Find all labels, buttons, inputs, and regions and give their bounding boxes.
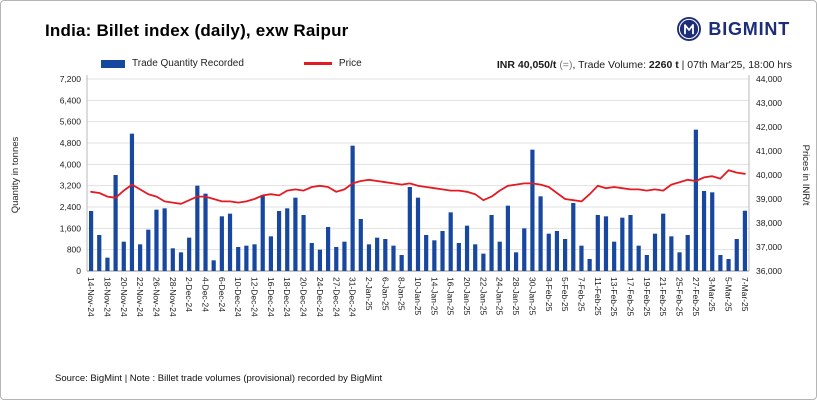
svg-text:30-Jan-25: 30-Jan-25 bbox=[527, 277, 537, 316]
svg-text:20-Nov-24: 20-Nov-24 bbox=[119, 277, 129, 317]
svg-text:6-Dec-24: 6-Dec-24 bbox=[217, 277, 227, 312]
chart-svg: 0 800 1,600 2,400 3,200 4,000 4,800 5,600 6,400 7… bbox=[60, 74, 783, 317]
svg-text:36,000: 36,000 bbox=[756, 266, 782, 276]
svg-text:4-Dec-24: 4-Dec-24 bbox=[201, 277, 211, 312]
svg-text:27-Feb-25: 27-Feb-25 bbox=[691, 277, 701, 316]
legend-label-quantity: Trade Quantity Recorded bbox=[132, 58, 244, 69]
svg-text:43,000: 43,000 bbox=[756, 98, 782, 108]
legend-label-price: Price bbox=[338, 58, 362, 69]
svg-text:38,000: 38,000 bbox=[756, 218, 782, 228]
svg-text:3-Mar-25: 3-Mar-25 bbox=[707, 277, 717, 312]
svg-text:10-Jan-25: 10-Jan-25 bbox=[413, 277, 423, 316]
svg-text:17-Feb-25: 17-Feb-25 bbox=[625, 277, 635, 316]
svg-text:28-Nov-24: 28-Nov-24 bbox=[168, 277, 178, 317]
svg-text:25-Feb-25: 25-Feb-25 bbox=[675, 277, 685, 316]
info-separator: , bbox=[572, 59, 579, 71]
svg-text:22-Jan-25: 22-Jan-25 bbox=[478, 277, 488, 316]
bigmint-logo: BIGMINT bbox=[676, 16, 790, 42]
svg-text:0: 0 bbox=[76, 266, 81, 276]
price-info-bar: INR 40,050/t (=), Trade Volume: 2260 t |… bbox=[497, 59, 792, 71]
svg-text:2-Jan-25: 2-Jan-25 bbox=[364, 277, 374, 311]
svg-text:21-Feb-25: 21-Feb-25 bbox=[658, 277, 668, 316]
svg-text:14-Nov-24: 14-Nov-24 bbox=[86, 277, 96, 317]
bigmint-logo-icon bbox=[676, 16, 702, 42]
bigmint-logo-text: BIGMINT bbox=[708, 18, 790, 39]
svg-text:42,000: 42,000 bbox=[756, 122, 782, 132]
current-price: INR 40,050/t bbox=[496, 59, 557, 71]
svg-text:40,000: 40,000 bbox=[756, 170, 782, 180]
svg-text:10-Dec-24: 10-Dec-24 bbox=[233, 277, 243, 317]
svg-text:4,800: 4,800 bbox=[60, 138, 82, 148]
svg-text:12-Dec-24: 12-Dec-24 bbox=[250, 277, 260, 317]
chart-legend: Trade Quantity Recorded Price bbox=[101, 58, 362, 69]
svg-text:44,000: 44,000 bbox=[756, 74, 782, 84]
info-timestamp: | 07th Mar'25, 18:00 hrs bbox=[678, 59, 792, 71]
svg-text:7-Mar-25: 7-Mar-25 bbox=[740, 277, 750, 312]
legend-item-price: Price bbox=[303, 58, 362, 69]
svg-text:2-Dec-24: 2-Dec-24 bbox=[184, 277, 194, 312]
svg-text:22-Nov-24: 22-Nov-24 bbox=[135, 277, 145, 317]
price-change-indicator: (=) bbox=[559, 59, 573, 71]
svg-text:27-Dec-24: 27-Dec-24 bbox=[331, 277, 341, 317]
svg-text:3-Feb-25: 3-Feb-25 bbox=[544, 277, 554, 312]
svg-text:5-Mar-25: 5-Mar-25 bbox=[724, 277, 734, 312]
svg-text:7,200: 7,200 bbox=[60, 74, 82, 84]
svg-text:5,600: 5,600 bbox=[60, 117, 82, 127]
svg-text:800: 800 bbox=[67, 245, 81, 255]
svg-text:8-Jan-25: 8-Jan-25 bbox=[397, 277, 407, 311]
line-swatch-icon bbox=[303, 62, 332, 65]
svg-text:14-Jan-25: 14-Jan-25 bbox=[429, 277, 439, 316]
svg-text:1,600: 1,600 bbox=[60, 223, 82, 233]
source-note: Source: BigMint | Note : Billet trade vo… bbox=[55, 373, 383, 384]
chart-area: 0 800 1,600 2,400 3,200 4,000 4,800 5,600 6,400 7… bbox=[1, 71, 816, 356]
svg-text:16-Jan-25: 16-Jan-25 bbox=[446, 277, 456, 316]
svg-text:7-Feb-25: 7-Feb-25 bbox=[576, 277, 586, 312]
svg-text:39,000: 39,000 bbox=[756, 194, 782, 204]
svg-text:5-Feb-25: 5-Feb-25 bbox=[560, 277, 570, 312]
svg-text:41,000: 41,000 bbox=[756, 146, 782, 156]
svg-text:20-Dec-24: 20-Dec-24 bbox=[299, 277, 309, 317]
svg-text:18-Dec-24: 18-Dec-24 bbox=[282, 277, 292, 317]
svg-text:18-Nov-24: 18-Nov-24 bbox=[102, 277, 112, 317]
page-title: India: Billet index (daily), exw Raipur bbox=[45, 21, 349, 40]
svg-text:24-Jan-25: 24-Jan-25 bbox=[495, 277, 505, 316]
svg-text:2,400: 2,400 bbox=[60, 202, 82, 212]
svg-text:37,000: 37,000 bbox=[756, 242, 782, 252]
svg-text:19-Feb-25: 19-Feb-25 bbox=[642, 277, 652, 316]
bar-swatch-icon bbox=[101, 59, 125, 68]
svg-text:28-Jan-25: 28-Jan-25 bbox=[511, 277, 521, 316]
svg-text:13-Feb-25: 13-Feb-25 bbox=[609, 277, 619, 316]
trade-volume-label: Trade Volume: bbox=[578, 59, 649, 71]
svg-text:24-Dec-24: 24-Dec-24 bbox=[315, 277, 325, 317]
svg-text:3,200: 3,200 bbox=[60, 181, 82, 191]
legend-item-quantity: Trade Quantity Recorded bbox=[101, 58, 244, 69]
svg-text:26-Nov-24: 26-Nov-24 bbox=[151, 277, 161, 317]
trade-volume-value: 2260 t bbox=[648, 59, 679, 71]
svg-text:20-Jan-25: 20-Jan-25 bbox=[462, 277, 472, 316]
svg-text:31-Dec-24: 31-Dec-24 bbox=[348, 277, 358, 317]
svg-text:6-Jan-25: 6-Jan-25 bbox=[380, 277, 390, 311]
svg-text:16-Dec-24: 16-Dec-24 bbox=[266, 277, 276, 317]
svg-text:4,000: 4,000 bbox=[60, 159, 82, 169]
svg-text:6,400: 6,400 bbox=[60, 95, 82, 105]
svg-text:11-Feb-25: 11-Feb-25 bbox=[593, 277, 603, 316]
